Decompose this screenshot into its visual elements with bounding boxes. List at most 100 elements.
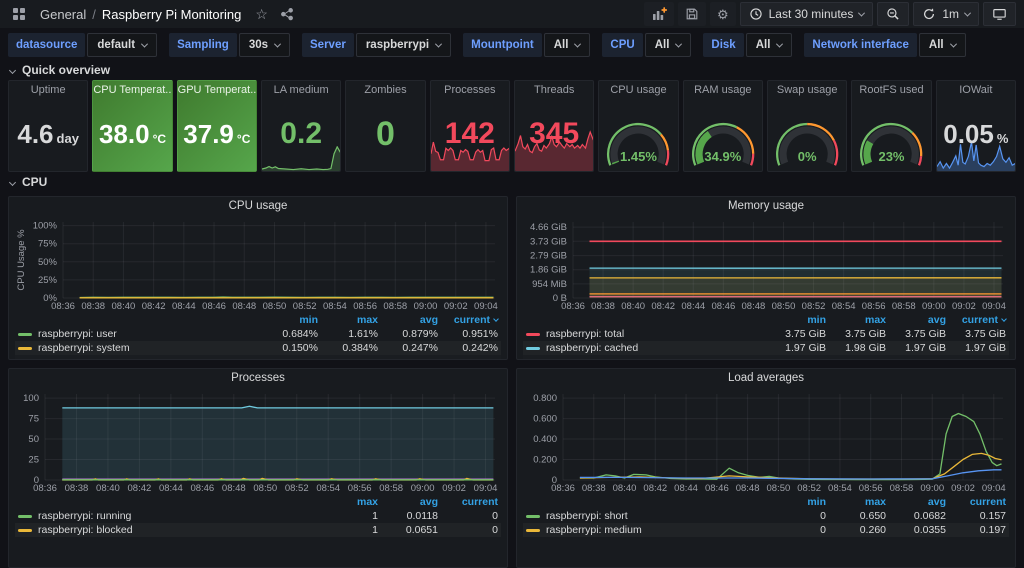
- panel-title[interactable]: Load averages: [523, 372, 1009, 389]
- variable-label: CPU: [602, 33, 642, 57]
- svg-text:08:58: 08:58: [379, 483, 403, 493]
- legend-stat-value: 0.247%: [378, 342, 438, 354]
- legend-sort-header-current[interactable]: current: [438, 496, 498, 508]
- breadcrumb-title[interactable]: Raspberry Pi Monitoring: [102, 7, 241, 22]
- svg-text:25: 25: [28, 455, 39, 466]
- legend-series-toggle[interactable]: raspberrypi: blocked: [18, 524, 318, 536]
- variable-label: Server: [302, 33, 354, 57]
- legend-series-toggle[interactable]: raspberrypi: system: [18, 342, 258, 354]
- legend-stat-value: 3.75 GiB: [826, 328, 886, 340]
- legend-sort-header-avg[interactable]: avg: [886, 496, 946, 508]
- stat-unit: %: [997, 131, 1009, 146]
- variable-value-dropdown[interactable]: 30s: [239, 33, 290, 57]
- stat-ram-usage: RAM usage34.9%: [683, 80, 763, 172]
- stat-title: Uptime: [9, 81, 87, 96]
- chart-panel-load-averages: Load averages 00.2000.4000.6000.80008:36…: [516, 368, 1016, 568]
- stat-swap-usage: Swap usage0%: [767, 80, 847, 172]
- variable-value-dropdown[interactable]: raspberrypi: [356, 33, 451, 57]
- panel-title[interactable]: Processes: [15, 372, 501, 389]
- legend-series-toggle[interactable]: raspberrypi: medium: [526, 524, 766, 536]
- legend-row: raspberrypi: running10.01180: [15, 509, 501, 523]
- gear-icon[interactable]: ⚙: [710, 2, 736, 26]
- variable-value-dropdown[interactable]: All: [919, 33, 966, 57]
- svg-text:0.600: 0.600: [533, 414, 557, 425]
- legend-series-toggle[interactable]: raspberrypi: user: [18, 328, 258, 340]
- stat-body: 0.2: [262, 96, 340, 171]
- star-icon[interactable]: ☆: [251, 7, 272, 21]
- legend-row-clipped: [523, 355, 1009, 359]
- svg-text:08:42: 08:42: [643, 483, 667, 493]
- svg-text:09:02: 09:02: [444, 301, 468, 311]
- dashboards-grid-icon[interactable]: [8, 7, 30, 21]
- series-name: raspberrypi: medium: [546, 524, 642, 536]
- zoom-out-button[interactable]: [877, 2, 909, 26]
- save-dashboard-button[interactable]: [678, 2, 706, 26]
- stat-body: 37.9°C: [178, 96, 256, 171]
- svg-text:08:40: 08:40: [621, 301, 645, 311]
- variable-server: Serverraspberrypi: [302, 33, 451, 57]
- series-color-swatch: [18, 347, 32, 350]
- chart-legend: minmaxavgcurrentraspberrypi: user0.684%1…: [15, 313, 501, 359]
- legend-sort-header-current[interactable]: current: [438, 314, 498, 326]
- chevron-down-icon: [141, 40, 148, 47]
- clock-icon: [749, 7, 763, 21]
- legend-sort-header-min[interactable]: min: [258, 314, 318, 326]
- variable-value-dropdown[interactable]: All: [544, 33, 591, 57]
- stat-title: Threads: [515, 81, 593, 96]
- legend-sort-header-avg[interactable]: avg: [886, 314, 946, 326]
- variable-datasource: datasourcedefault: [8, 33, 157, 57]
- legend-series-toggle[interactable]: raspberrypi: running: [18, 510, 318, 522]
- breadcrumb-section[interactable]: General: [40, 7, 86, 22]
- refresh-button[interactable]: 1m: [913, 2, 979, 26]
- time-range-picker[interactable]: Last 30 minutes: [740, 2, 874, 26]
- section-quick-overview[interactable]: Quick overview: [0, 60, 1024, 80]
- svg-text:25%: 25%: [38, 275, 58, 286]
- stat-value: 142: [445, 119, 495, 149]
- svg-text:08:44: 08:44: [172, 301, 196, 311]
- variable-value-dropdown[interactable]: All: [746, 33, 793, 57]
- svg-text:08:38: 08:38: [81, 301, 105, 311]
- tv-mode-button[interactable]: [983, 2, 1016, 26]
- variable-cpu: CPUAll: [602, 33, 691, 57]
- legend-stat-value: 0.384%: [318, 342, 378, 354]
- legend-sort-header-max[interactable]: max: [318, 314, 378, 326]
- legend-sort-header-current[interactable]: current: [946, 496, 1006, 508]
- legend-header-row: minmaxavgcurrent: [15, 313, 501, 327]
- legend-sort-header-avg[interactable]: avg: [378, 314, 438, 326]
- legend-sort-header-max[interactable]: max: [318, 496, 378, 508]
- legend-series-toggle[interactable]: raspberrypi: total: [526, 328, 766, 340]
- stat-threads: Threads345: [514, 80, 594, 172]
- variable-value-text: 30s: [249, 39, 268, 51]
- add-panel-button[interactable]: [644, 2, 674, 26]
- stat-body: 34.9%: [684, 96, 762, 171]
- panel-title[interactable]: Memory usage: [523, 200, 1009, 217]
- svg-text:08:38: 08:38: [582, 483, 606, 493]
- legend-sort-header-current[interactable]: current: [946, 314, 1006, 326]
- svg-text:08:48: 08:48: [232, 301, 256, 311]
- svg-text:08:58: 08:58: [892, 301, 916, 311]
- legend-sort-header-max[interactable]: max: [826, 496, 886, 508]
- stat-gpu-temperat: GPU Temperat...37.9°C: [177, 80, 257, 172]
- panel-title[interactable]: CPU usage: [15, 200, 501, 217]
- stat-body: 345: [515, 96, 593, 171]
- series-name: raspberrypi: total: [546, 328, 624, 340]
- stat-title: Zombies: [346, 81, 424, 96]
- legend-row-clipped: [15, 355, 501, 359]
- share-icon[interactable]: [276, 7, 298, 21]
- legend-sort-header-avg[interactable]: avg: [378, 496, 438, 508]
- legend-sort-header-min[interactable]: min: [766, 496, 826, 508]
- legend-sort-header-min[interactable]: min: [766, 314, 826, 326]
- legend-series-toggle[interactable]: raspberrypi: cached: [526, 342, 766, 354]
- legend-series-toggle[interactable]: raspberrypi: short: [526, 510, 766, 522]
- variable-label: Disk: [703, 33, 743, 57]
- variable-disk: DiskAll: [703, 33, 792, 57]
- svg-text:08:56: 08:56: [348, 483, 372, 493]
- legend-sort-header-max[interactable]: max: [826, 314, 886, 326]
- svg-text:50: 50: [28, 434, 39, 445]
- section-cpu[interactable]: CPU: [0, 172, 1024, 192]
- variable-value-dropdown[interactable]: default: [87, 33, 157, 57]
- variable-value-dropdown[interactable]: All: [645, 33, 692, 57]
- svg-text:08:36: 08:36: [51, 301, 75, 311]
- variable-value-text: All: [554, 39, 569, 51]
- legend-row: raspberrypi: medium00.2600.03550.197: [523, 523, 1009, 537]
